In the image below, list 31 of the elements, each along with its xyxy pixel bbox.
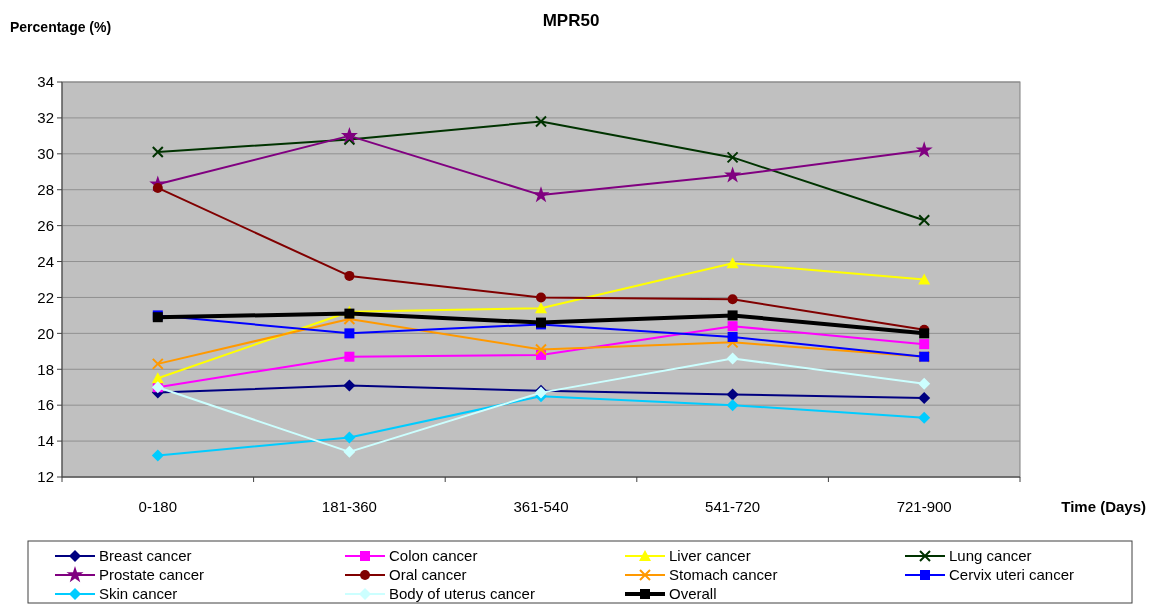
legend-label: Overall — [669, 585, 717, 603]
y-axis-title: Percentage (%) — [10, 19, 112, 35]
x-tick-label: 541-720 — [705, 498, 761, 515]
legend-label: Liver cancer — [669, 547, 751, 565]
legend-label: Cervix uteri cancer — [949, 566, 1075, 584]
y-tick-label: 24 — [37, 252, 54, 270]
legend-label: Colon cancer — [389, 547, 478, 565]
legend-label: Prostate cancer — [99, 566, 205, 584]
legend-label: Stomach cancer — [669, 566, 778, 584]
x-tick-label: 361-540 — [513, 498, 569, 515]
x-tick-label: 721-900 — [896, 498, 952, 515]
chart-title: MPR50 — [542, 11, 600, 30]
x-tick-label: 0-180 — [138, 498, 177, 515]
x-axis-title: Time (Days) — [1061, 498, 1146, 515]
y-tick-label: 12 — [37, 468, 54, 486]
y-tick-label: 28 — [37, 180, 54, 198]
legend-label: Breast cancer — [99, 547, 192, 565]
x-tick-label: 181-360 — [321, 498, 377, 515]
y-tick-label: 20 — [37, 324, 54, 342]
legend-label: Body of uterus cancer — [389, 585, 535, 603]
y-tick-label: 30 — [37, 145, 54, 163]
legend-label: Lung cancer — [949, 547, 1032, 565]
y-tick-label: 18 — [37, 360, 54, 378]
y-tick-label: 14 — [37, 432, 54, 450]
legend-label: Oral cancer — [389, 566, 467, 584]
y-tick-label: 34 — [37, 73, 54, 91]
legend-label: Skin cancer — [99, 585, 178, 603]
y-tick-label: 32 — [37, 109, 54, 127]
y-tick-label: 22 — [37, 288, 54, 306]
y-tick-label: 16 — [37, 396, 54, 414]
y-tick-label: 26 — [37, 216, 54, 234]
